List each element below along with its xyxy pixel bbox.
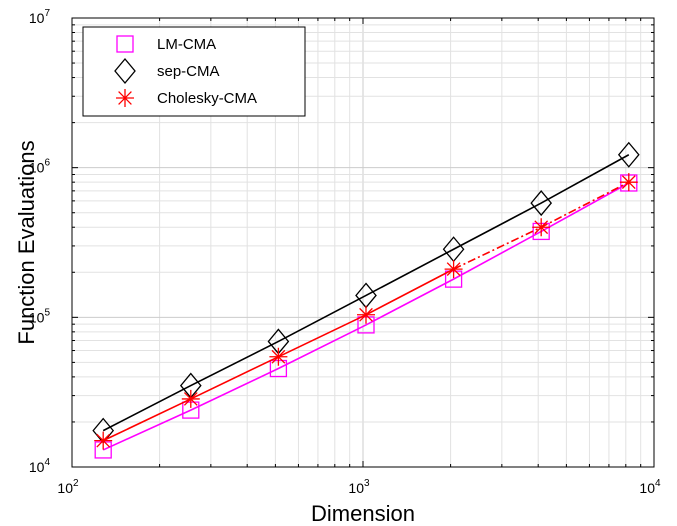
legend-item: Cholesky-CMA xyxy=(116,89,257,107)
x-tick-label: 104 xyxy=(639,478,661,496)
legend-label: LM-CMA xyxy=(157,36,216,53)
data-point xyxy=(444,260,463,279)
legend-label: Cholesky-CMA xyxy=(157,90,257,107)
legend-marker xyxy=(116,35,134,53)
legend-label: sep-CMA xyxy=(157,63,220,80)
data-point xyxy=(181,389,200,408)
legend-item: sep-CMA xyxy=(114,57,220,85)
series-cholesky-cma xyxy=(94,173,638,450)
series-layer xyxy=(92,141,640,459)
data-point xyxy=(94,431,113,450)
y-tick-label: 105 xyxy=(29,307,51,325)
legend-box xyxy=(82,26,306,117)
legend: LM-CMA sep-CMA Cholesky-CMA xyxy=(82,26,306,117)
data-point xyxy=(617,141,640,168)
series-sep-cma xyxy=(92,141,640,444)
tick-labels: 102 103 104 104 105 106 107 xyxy=(29,8,661,496)
x-tick-label: 102 xyxy=(57,478,79,496)
data-point xyxy=(356,305,375,324)
data-point xyxy=(619,173,638,192)
y-tick-label: 104 xyxy=(29,457,51,475)
x-axis-label: Dimension xyxy=(311,501,415,526)
legend-marker xyxy=(114,57,136,85)
y-axis-label: Function Evaluations xyxy=(14,140,39,344)
series-line xyxy=(102,154,630,432)
data-point xyxy=(532,218,551,237)
ticks xyxy=(71,18,654,468)
legend-item: LM-CMA xyxy=(116,35,216,53)
y-tick-label: 107 xyxy=(29,8,51,26)
x-tick-label: 103 xyxy=(348,478,370,496)
data-point xyxy=(530,190,553,217)
data-point xyxy=(269,347,288,366)
legend-marker xyxy=(116,89,134,107)
y-tick-label: 106 xyxy=(29,158,51,176)
